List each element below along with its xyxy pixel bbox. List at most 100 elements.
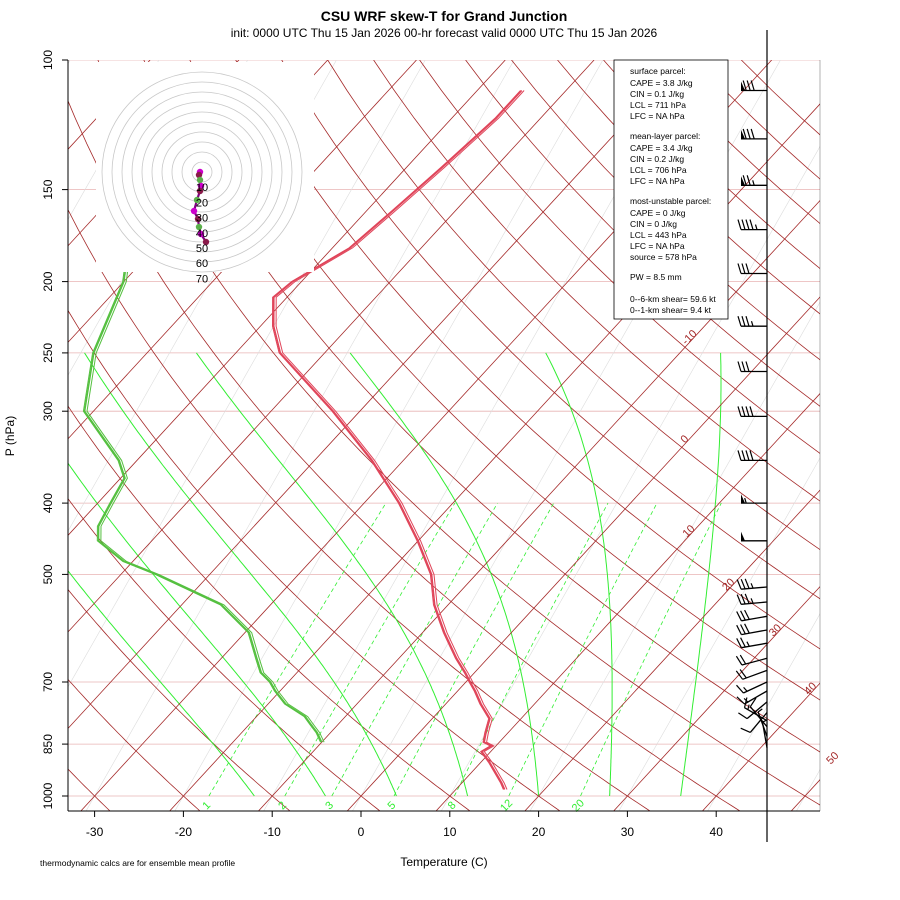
hodograph-point bbox=[197, 182, 205, 190]
dry-adiabat bbox=[465, 60, 820, 407]
mixing-ratio-label: 20 bbox=[570, 797, 587, 814]
hodograph-label: 30 bbox=[196, 213, 208, 225]
dry-adiabat bbox=[68, 99, 741, 811]
wind-barb-feather bbox=[741, 406, 746, 417]
mean-layer-cape: CAPE = 3.4 J/kg bbox=[630, 143, 693, 153]
shear-0-6km: 0--6-km shear= 59.6 kt bbox=[630, 294, 716, 304]
hodograph-label: 10 bbox=[196, 182, 208, 194]
wind-barb bbox=[736, 609, 768, 622]
wind-barb-feather bbox=[743, 697, 748, 708]
hodograph-point bbox=[197, 230, 205, 238]
wind-barb-shaft bbox=[741, 586, 768, 590]
wind-barb-feather bbox=[737, 361, 742, 372]
wind-barb bbox=[741, 531, 767, 542]
y-tick-label: 700 bbox=[41, 672, 55, 692]
guide-line bbox=[440, 145, 820, 811]
mixing-ratio-label: 2 bbox=[276, 799, 289, 812]
x-tick-label: -30 bbox=[86, 825, 104, 839]
y-tick-label: 250 bbox=[41, 343, 55, 363]
wind-barb-feather bbox=[737, 450, 742, 461]
dry-adiabat bbox=[741, 60, 820, 136]
hodograph-ring bbox=[111, 81, 293, 263]
moist-adiabat bbox=[195, 352, 469, 797]
x-axis-label: Temperature (C) bbox=[400, 855, 487, 869]
hodograph: 10 20 30 40 50 60 70 bbox=[96, 62, 314, 285]
chart-subtitle: init: 0000 UTC Thu 15 Jan 2026 00-hr for… bbox=[231, 26, 658, 40]
hodograph-point bbox=[196, 187, 204, 195]
wind-barb-feather bbox=[736, 594, 742, 605]
wind-barb-flag bbox=[741, 176, 745, 186]
mixing-ratio-label: 1 bbox=[200, 799, 213, 812]
footnote: thermodynamic calcs are for ensemble mea… bbox=[40, 858, 235, 868]
wind-barb-shaft bbox=[741, 642, 768, 649]
wind-barb-shaft bbox=[744, 690, 768, 705]
hodograph-label: 20 bbox=[196, 197, 208, 209]
isotherm-line bbox=[346, 296, 820, 811]
mean-layer-lfc: LFC = NA hPa bbox=[630, 176, 685, 186]
wind-barb-shaft bbox=[742, 669, 768, 680]
pressure-ticks: 100 150 200 250 300 400 500 700 850 1000 bbox=[41, 50, 68, 809]
isotherm-label: 40 bbox=[802, 680, 819, 697]
isotherm-label: 30 bbox=[767, 622, 784, 639]
wind-barb bbox=[736, 681, 768, 694]
wind-barb-feather bbox=[742, 175, 747, 186]
x-tick-label: -20 bbox=[175, 825, 193, 839]
most-unstable-cape: CAPE = 0 J/kg bbox=[630, 208, 686, 218]
dry-adiabat bbox=[235, 60, 820, 650]
wind-barb bbox=[736, 623, 768, 636]
wind-barb-shaft bbox=[749, 712, 768, 733]
wind-barb-feather bbox=[744, 609, 750, 620]
wind-barb-feather bbox=[749, 450, 754, 461]
wind-barb-half-feather bbox=[743, 686, 748, 692]
hodograph-label: 50 bbox=[196, 243, 208, 255]
mixing-ratio-line bbox=[331, 502, 498, 797]
wind-barb-shaft bbox=[761, 722, 768, 748]
isotherm-line bbox=[435, 393, 820, 811]
isotherm-line bbox=[68, 60, 684, 730]
hodograph-ring-labels: 10 20 30 40 50 60 70 bbox=[196, 182, 208, 285]
wind-barb-feather bbox=[738, 712, 748, 720]
wind-barb-flag bbox=[741, 531, 745, 541]
wind-barb-feather bbox=[735, 670, 744, 680]
wind-barb-feather bbox=[750, 128, 755, 140]
moist-adiabat bbox=[349, 352, 540, 797]
hodograph-point bbox=[196, 176, 204, 184]
most-unstable-lcl: LCL = 443 hPa bbox=[630, 230, 687, 240]
wind-barb-feather bbox=[740, 637, 746, 648]
wind-barb-feather bbox=[740, 593, 746, 605]
wind-barb-feather bbox=[749, 406, 754, 417]
guide-line bbox=[85, 60, 515, 811]
moist-adiabat bbox=[68, 570, 255, 797]
wind-barb-feather bbox=[742, 80, 747, 91]
wind-barb bbox=[741, 175, 767, 186]
wind-barb bbox=[735, 654, 768, 666]
hodograph-point bbox=[190, 207, 198, 215]
hodograph-ring bbox=[171, 141, 233, 203]
wind-barb-feather bbox=[744, 593, 750, 604]
guide-line bbox=[529, 301, 820, 811]
guide-line bbox=[68, 60, 160, 221]
wind-barb-feather bbox=[736, 611, 742, 622]
wind-barb-half-feather bbox=[754, 224, 758, 230]
hodograph-ring bbox=[121, 91, 283, 253]
dry-adiabat bbox=[373, 60, 820, 502]
hodograph-rings bbox=[101, 71, 303, 273]
wind-barb-feather bbox=[745, 406, 750, 417]
wind-barb-feather bbox=[744, 578, 750, 589]
dry-adiabat bbox=[68, 405, 471, 811]
hodograph-label: 60 bbox=[196, 258, 208, 270]
x-tick-label: 0 bbox=[358, 825, 365, 839]
hodograph-ring bbox=[161, 131, 243, 213]
moist-adiabat bbox=[545, 352, 613, 797]
dry-adiabat bbox=[68, 678, 201, 811]
wind-barb-feather bbox=[737, 263, 742, 274]
mean-layer-lcl: LCL = 706 hPa bbox=[630, 165, 687, 175]
wind-barb-feather bbox=[745, 361, 750, 372]
wind-barb-feather bbox=[740, 727, 751, 733]
wind-barb-feather bbox=[736, 579, 742, 590]
isotherm-line bbox=[701, 682, 820, 811]
wind-barb-feather bbox=[746, 128, 751, 140]
wind-barb bbox=[761, 719, 768, 748]
y-tick-label: 300 bbox=[41, 401, 55, 421]
wind-barb-half-feather bbox=[752, 180, 755, 186]
